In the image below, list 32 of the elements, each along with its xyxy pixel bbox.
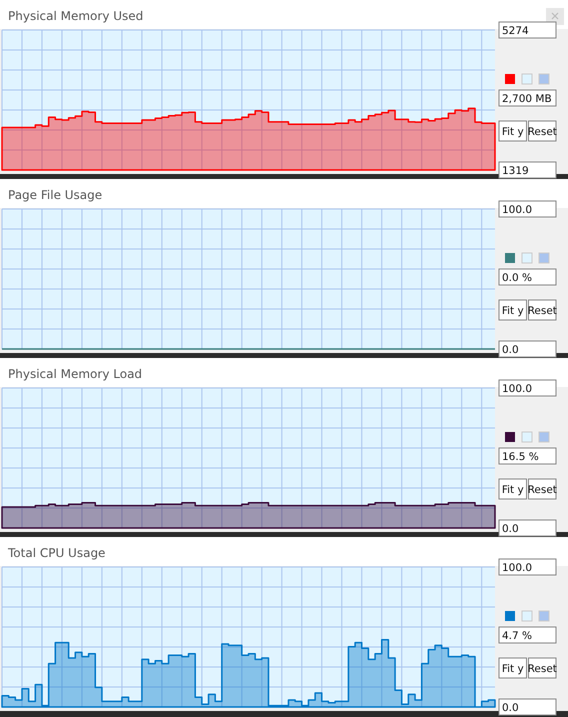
y-tick-label: 100.0 (502, 562, 532, 574)
button: Reset (528, 658, 557, 678)
value-field: 16.5 % (498, 448, 556, 464)
chart-title: Total CPU Usage (7, 546, 106, 560)
button: Reset (528, 300, 557, 320)
button: Fit y (498, 658, 527, 678)
y-tick-label: 100.0 (502, 204, 532, 216)
value-field: 2,700 MB (498, 90, 556, 106)
value-field: 100.0 (498, 558, 556, 576)
value-field: 4.7 % (498, 626, 556, 644)
value-field: 0.0 (498, 520, 556, 536)
button: Fit y (498, 300, 527, 320)
value-field: 1319 (498, 162, 556, 178)
value-field: 5274 (498, 22, 556, 38)
button: Reset (528, 120, 557, 142)
value-field: 0.0 (498, 698, 556, 716)
y-tick-label: 0.0 (502, 523, 519, 535)
value-field: 100.0 (498, 200, 556, 218)
button: Fit y (498, 478, 527, 500)
chart-title: Page File Usage (8, 188, 102, 202)
chart-title: Physical Memory Used (8, 9, 144, 23)
value-field: 0.0 (498, 340, 556, 358)
chart-title: Physical Memory Load (8, 367, 142, 381)
button: Reset (528, 478, 557, 500)
value-field: 100.0 (498, 380, 556, 396)
value-field: 0.0 % (498, 268, 556, 286)
y-tick-label: 0.0 (502, 344, 519, 356)
y-tick-label: 0.0 (502, 702, 519, 714)
y-tick-label: 100.0 (502, 383, 532, 395)
y-tick-label: 5274 (502, 25, 530, 37)
y-tick-label: 1319 (502, 165, 529, 177)
button: Fit y (498, 120, 527, 142)
